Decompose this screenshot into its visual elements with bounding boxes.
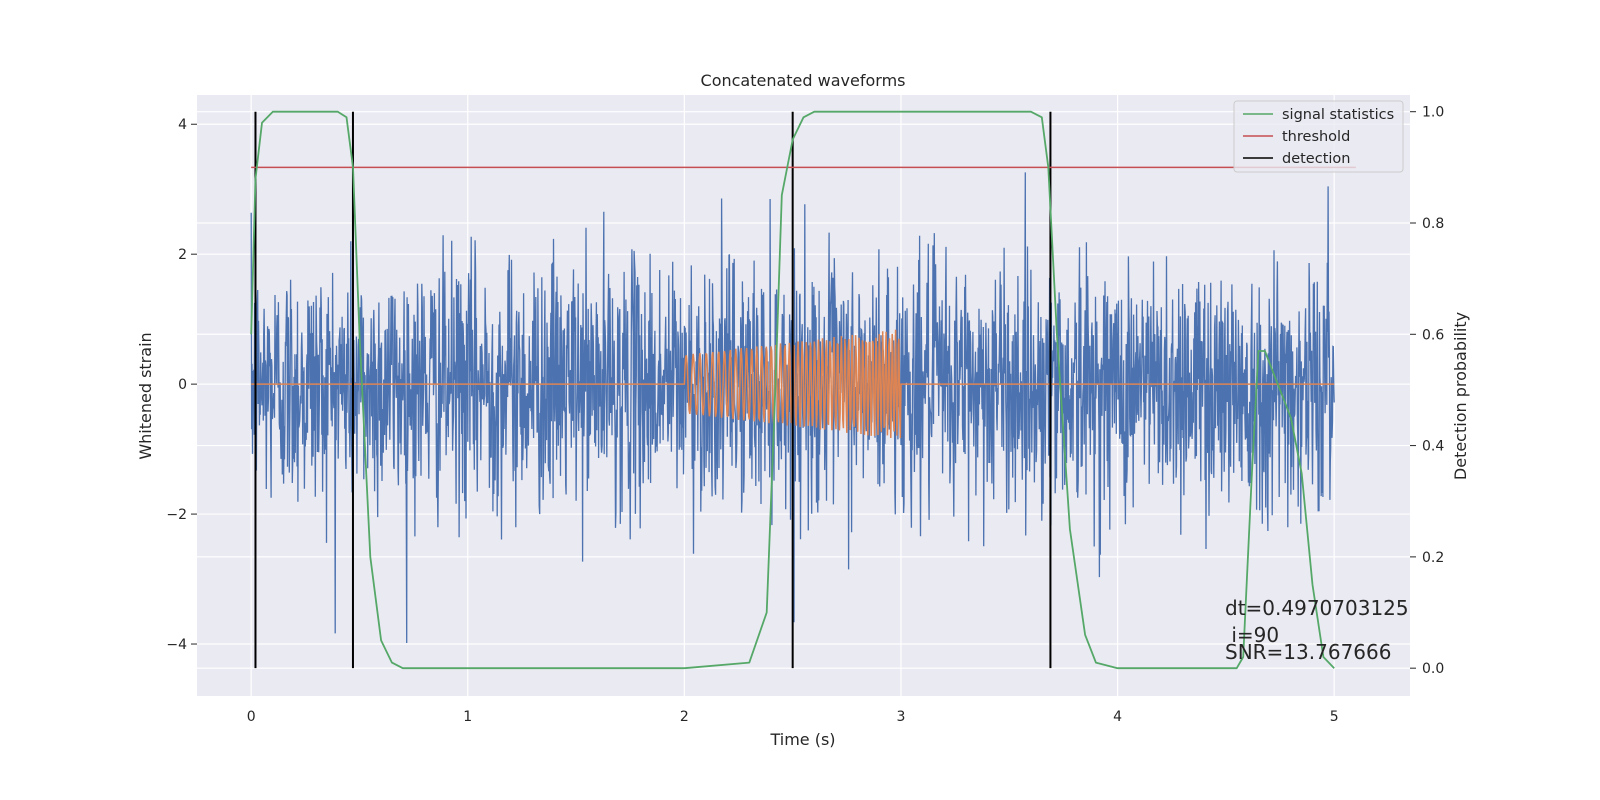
legend-label-signal-statistics: signal statistics: [1282, 107, 1394, 123]
x-tick-label: 3: [897, 709, 906, 725]
y-right-tick-label: 0.0: [1422, 661, 1444, 677]
x-axis-label: Time (s): [769, 730, 835, 749]
y-right-tick-label: 0.6: [1422, 327, 1444, 343]
x-tick-label: 4: [1113, 709, 1122, 725]
axis-ticks: 0 1 2 3 4 5 −4 −2 0 2 4 0.0 0.2 0.4 0.6 0.8 1.0: [166, 105, 1444, 725]
x-tick-label: 1: [463, 709, 472, 725]
y-tick-label: 2: [178, 247, 187, 263]
x-tick-label: 5: [1330, 709, 1339, 725]
annotation-snr: SNR=13.767666: [1225, 640, 1391, 664]
annotation-dt: dt=0.4970703125: [1225, 596, 1409, 620]
annotation-i: i=90: [1225, 623, 1279, 647]
x-tick-label: 0: [247, 709, 256, 725]
legend-label-detection: detection: [1282, 151, 1350, 167]
legend-box: [1233, 100, 1404, 173]
legend-label-threshold: threshold: [1282, 129, 1350, 145]
y-right-tick-label: 0.4: [1422, 439, 1444, 455]
y-tick-label: −2: [166, 507, 187, 523]
signal-statistics-line: [250, 110, 1335, 670]
y-right-axis-label: Detection probability: [1451, 312, 1470, 480]
y-right-tick-label: 0.8: [1422, 216, 1444, 232]
y-axis-label: Whitened strain: [136, 332, 155, 459]
x-tick-label: 2: [680, 709, 689, 725]
chart-title: Concatenated waveforms: [701, 71, 906, 90]
legend: signal statistics threshold detection: [1233, 100, 1404, 173]
y-right-tick-label: 1.0: [1422, 105, 1444, 121]
y-right-tick-label: 0.2: [1422, 550, 1444, 566]
y-tick-label: −4: [166, 637, 187, 653]
y-tick-label: 4: [178, 117, 187, 133]
series-signal-statistics: [250, 110, 1335, 670]
y-tick-label: 0: [178, 377, 187, 393]
